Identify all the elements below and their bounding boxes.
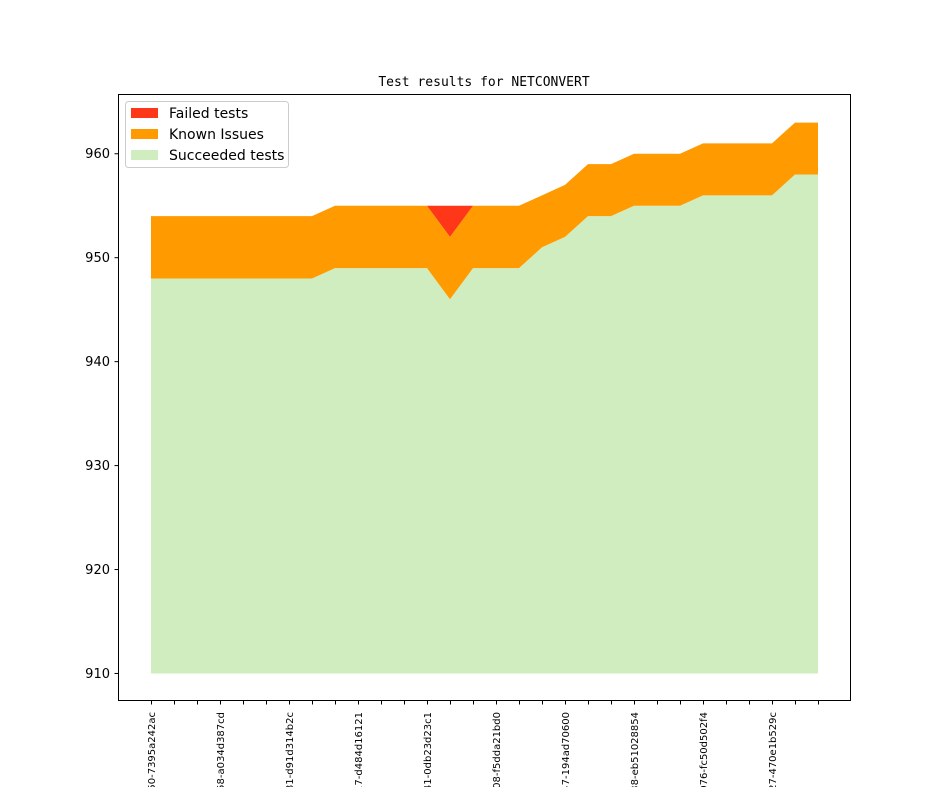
area-known-issues xyxy=(151,122,818,300)
area-succeeded-tests xyxy=(151,174,818,674)
y-tick-label: 920 xyxy=(85,563,110,578)
legend-label-failed: Failed tests xyxy=(169,106,248,122)
y-tick-label: 940 xyxy=(85,355,110,370)
x-tick-label: 47-194ad70600 xyxy=(561,712,572,787)
x-tick-label: 41-0db23d23c1 xyxy=(423,712,434,787)
x-tick-label: 58-a034d387cd xyxy=(216,712,227,787)
y-tick-label: 910 xyxy=(85,667,110,682)
legend-swatch-known xyxy=(131,129,158,139)
legend-label-succeeded: Succeeded tests xyxy=(169,148,284,164)
chart-title: Test results for NETCONVERT xyxy=(378,75,589,90)
x-tick-label: 50-7395a242ac xyxy=(147,712,158,787)
x-axis: 50-7395a242ac 58-a034d387cd 81-d91d314b2c 1… xyxy=(147,700,819,787)
legend-swatch-failed xyxy=(131,108,158,118)
x-tick-label: 08-f5dda21bd0 xyxy=(492,712,503,787)
y-tick-label: 930 xyxy=(85,459,110,474)
x-tick-label: 17-d484d16121 xyxy=(354,712,365,787)
y-tick-label: 950 xyxy=(85,251,110,266)
legend-label-known: Known Issues xyxy=(169,127,264,143)
x-tick-label: 27-470e1b529c xyxy=(768,712,779,787)
x-tick-label: 076-fc50d502f4 xyxy=(699,712,710,787)
legend-box xyxy=(125,101,289,168)
plot-frame xyxy=(118,94,851,701)
series-areas xyxy=(151,122,818,674)
legend: Failed tests Known Issues Succeeded test… xyxy=(125,101,289,168)
y-axis: 910 920 930 940 950 960 xyxy=(85,147,119,682)
y-tick-label: 960 xyxy=(85,147,110,162)
x-tick-label: 81-d91d314b2c xyxy=(285,712,296,787)
x-tick-label: 38-eb51028854 xyxy=(630,712,641,787)
legend-swatch-succeeded xyxy=(131,150,158,160)
